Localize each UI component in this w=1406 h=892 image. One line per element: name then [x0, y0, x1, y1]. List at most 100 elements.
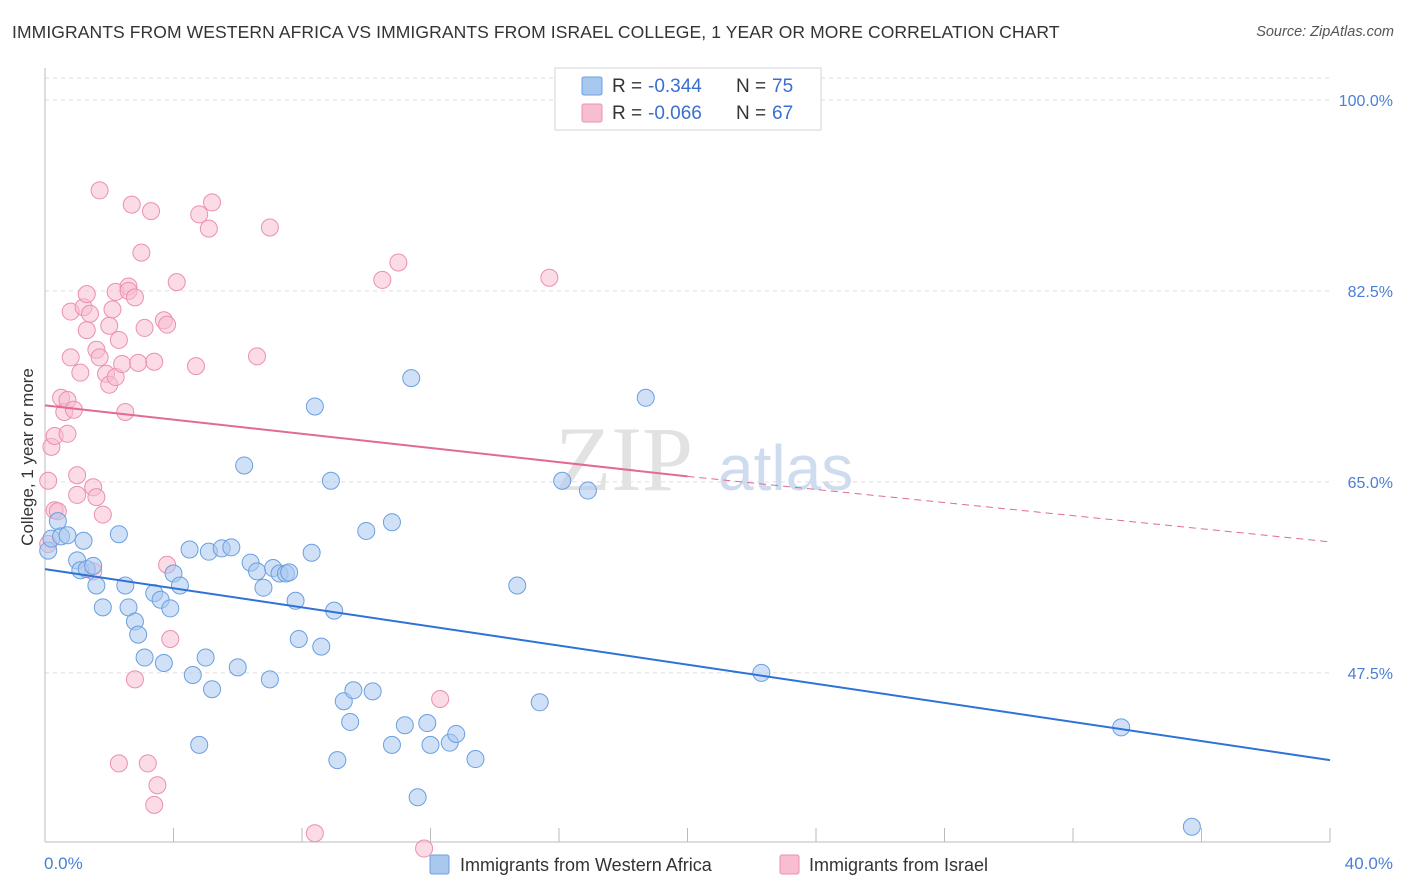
western-africa-point-27 [196, 648, 215, 667]
israel-point-54 [186, 357, 205, 376]
series-legend: Immigrants from Western Africa Immigrant… [429, 854, 988, 875]
western-africa-point-36 [254, 578, 273, 597]
israel-point-13 [68, 466, 87, 485]
western-africa-point-25 [183, 666, 202, 685]
western-africa-point-55 [382, 735, 401, 754]
western-africa-point-10 [87, 576, 106, 595]
israel-point-52 [161, 629, 180, 648]
western-africa-point-66 [530, 693, 549, 712]
israel-point-35 [113, 354, 132, 373]
israel-point-63 [415, 839, 434, 858]
israel-point-53 [167, 273, 186, 292]
watermark-zip: ZIP [555, 408, 693, 510]
y-axis-title: College, 1 year or more [18, 368, 37, 546]
israel-point-59 [260, 218, 279, 237]
israel-point-40 [125, 288, 144, 307]
israel-point-8 [58, 424, 77, 443]
series-western-africa-points [39, 369, 1201, 836]
western-africa-point-59 [408, 788, 427, 807]
trend-lines [44, 404, 1331, 762]
watermark-atlas: atlas [718, 432, 853, 504]
legend-swatch-pink [581, 103, 603, 123]
western-africa-point-60 [418, 714, 437, 733]
chart-title: IMMIGRANTS FROM WESTERN AFRICA VS IMMIGR… [12, 22, 1060, 42]
israel-point-55 [190, 205, 209, 224]
western-africa-point-65 [508, 576, 527, 595]
israel-point-60 [305, 824, 324, 843]
western-africa-point-17 [135, 648, 154, 667]
source-label: Source: ZipAtlas.com [1256, 24, 1394, 40]
western-africa-point-56 [382, 513, 401, 532]
israel-point-48 [148, 776, 167, 795]
israel-point-0 [39, 471, 58, 490]
western-africa-point-28 [203, 680, 222, 699]
series-israel-points [39, 181, 559, 858]
western-africa-point-20 [154, 654, 173, 673]
bottom-legend-label-2: Immigrants from Israel [809, 855, 988, 875]
israel-point-14 [68, 485, 87, 504]
western-africa-point-44 [302, 543, 321, 562]
israel-point-51 [158, 315, 177, 334]
western-africa-point-51 [341, 712, 360, 731]
bottom-legend-swatch-pink [779, 854, 800, 875]
israel-point-26 [93, 505, 112, 524]
western-africa-point-61 [421, 735, 440, 754]
y-tick-label-3: 100.0% [1339, 93, 1393, 110]
western-africa-point-31 [222, 538, 241, 557]
israel-point-45 [142, 202, 161, 221]
western-africa-point-23 [170, 576, 189, 595]
y-tick-label-0: 47.5% [1348, 666, 1393, 683]
western-africa-point-47 [321, 471, 340, 490]
israel-point-64 [431, 690, 450, 709]
western-africa-point-26 [190, 735, 209, 754]
western-africa-point-45 [305, 397, 324, 416]
israel-point-66 [138, 754, 157, 773]
trend-line-israel-extrapolated [687, 475, 1331, 543]
western-africa-point-53 [357, 521, 376, 540]
western-africa-point-64 [466, 750, 485, 769]
western-africa-point-24 [180, 540, 199, 559]
legend-r-label-2: R = [612, 103, 642, 124]
israel-point-43 [132, 243, 151, 262]
legend-swatch-blue [581, 76, 603, 96]
western-africa-point-2 [48, 512, 67, 531]
western-africa-point-58 [402, 369, 421, 388]
western-africa-point-16 [129, 625, 148, 644]
western-africa-point-54 [363, 682, 382, 701]
legend-r-value-1: -0.344 [648, 76, 702, 97]
israel-point-30 [103, 300, 122, 319]
legend-r-label-1: R = [612, 76, 642, 97]
y-tick-label-2: 82.5% [1348, 284, 1393, 301]
israel-point-24 [90, 348, 109, 367]
western-africa-point-37 [260, 670, 279, 689]
western-africa-point-68 [578, 481, 597, 500]
correlation-legend: R = -0.344 N = 75 R = -0.066 N = 67 [554, 67, 822, 131]
western-africa-point-63 [447, 724, 466, 743]
western-africa-point-67 [553, 471, 572, 490]
western-africa-point-21 [161, 599, 180, 618]
y-tick-labels: 47.5% 65.0% 82.5% 100.0% [1339, 93, 1393, 683]
western-africa-point-9 [84, 556, 103, 575]
bottom-legend-swatch-blue [429, 854, 450, 875]
western-africa-point-70 [752, 663, 771, 682]
western-africa-point-4 [58, 526, 77, 545]
legend-n-label-2: N = [736, 103, 766, 124]
israel-point-46 [145, 795, 164, 814]
trend-line-israel [44, 404, 688, 478]
israel-point-41 [125, 670, 144, 689]
western-africa-point-7 [74, 531, 93, 550]
y-tick-label-1: 65.0% [1348, 475, 1393, 492]
israel-point-10 [61, 348, 80, 367]
western-africa-point-69 [636, 388, 655, 407]
israel-point-19 [80, 304, 99, 323]
israel-point-36 [116, 402, 135, 421]
western-africa-point-12 [109, 525, 128, 544]
western-africa-point-11 [93, 598, 112, 617]
israel-point-61 [373, 270, 392, 289]
legend-n-value-1: 75 [772, 76, 793, 97]
israel-point-39 [122, 195, 141, 214]
grid-lines [45, 77, 1330, 674]
israel-point-22 [87, 488, 106, 507]
western-africa-point-43 [289, 629, 308, 648]
